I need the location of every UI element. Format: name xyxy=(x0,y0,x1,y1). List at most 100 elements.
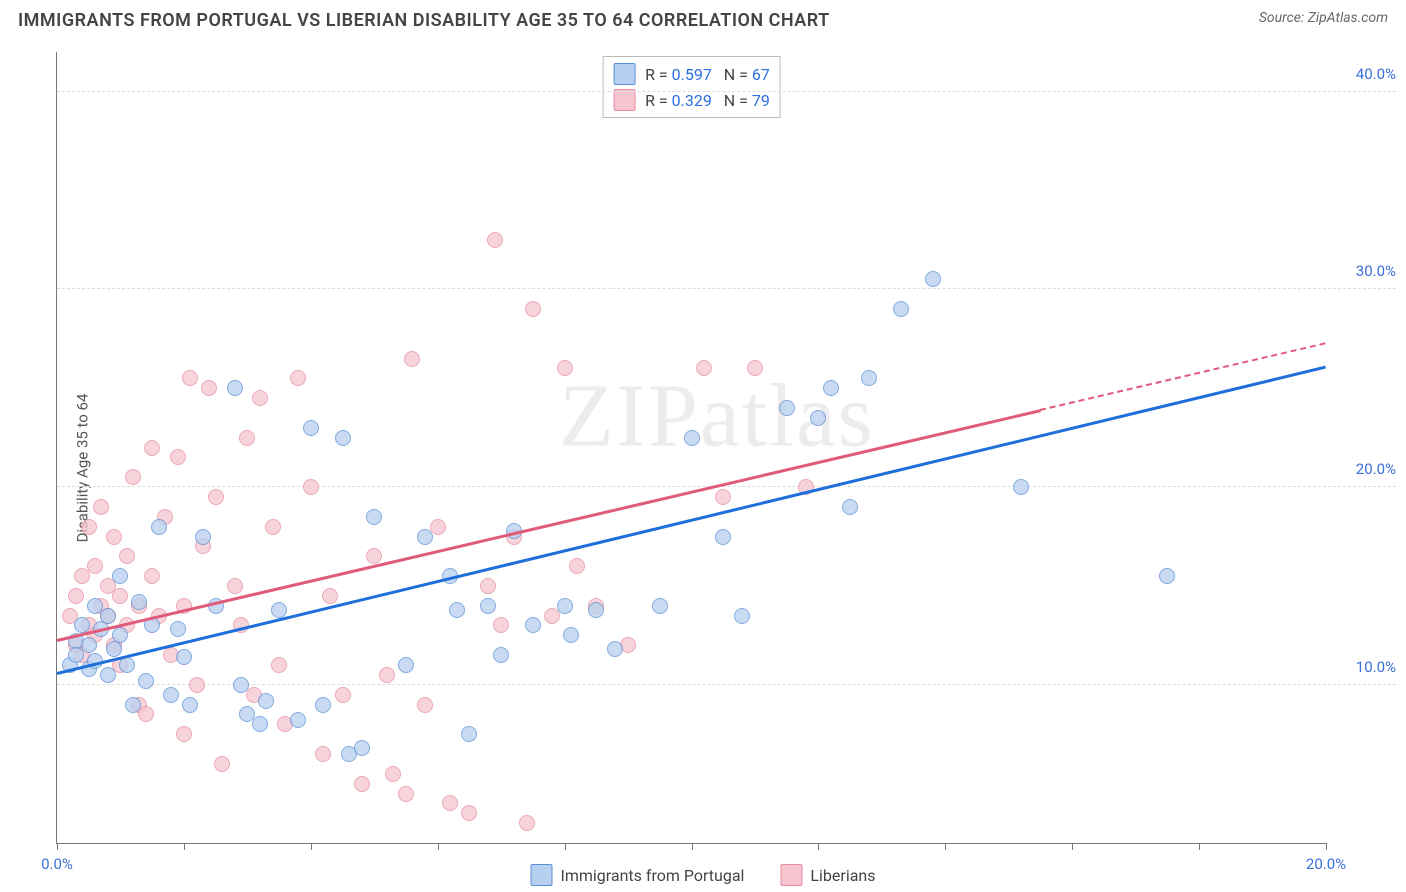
scatter-point xyxy=(493,647,509,663)
scatter-point xyxy=(170,621,186,637)
y-tick-label: 10.0% xyxy=(1336,658,1396,676)
scatter-point xyxy=(525,617,541,633)
scatter-point xyxy=(810,410,826,426)
x-tick xyxy=(438,843,439,850)
scatter-point xyxy=(335,430,351,446)
scatter-point xyxy=(861,370,877,386)
scatter-point xyxy=(734,608,750,624)
x-tick-label: 0.0% xyxy=(41,855,73,873)
scatter-point xyxy=(607,641,623,657)
scatter-point xyxy=(398,786,414,802)
x-tick xyxy=(1072,843,1073,850)
scatter-point xyxy=(112,627,128,643)
stats-text: R = 0.597 N = 67 xyxy=(645,65,770,84)
scatter-point xyxy=(842,499,858,515)
scatter-point xyxy=(493,617,509,633)
chart-title: IMMIGRANTS FROM PORTUGAL VS LIBERIAN DIS… xyxy=(18,10,830,31)
x-tick-label: 20.0% xyxy=(1306,855,1346,873)
scatter-point xyxy=(779,400,795,416)
scatter-point xyxy=(106,529,122,545)
scatter-point xyxy=(106,641,122,657)
x-tick xyxy=(818,843,819,850)
scatter-point xyxy=(480,598,496,614)
scatter-point xyxy=(144,568,160,584)
scatter-point xyxy=(461,805,477,821)
stats-legend-row: R = 0.597 N = 67 xyxy=(613,61,770,87)
scatter-point xyxy=(208,489,224,505)
scatter-point xyxy=(557,598,573,614)
scatter-point xyxy=(239,430,255,446)
scatter-point xyxy=(354,776,370,792)
scatter-point xyxy=(163,687,179,703)
scatter-point xyxy=(487,232,503,248)
scatter-point xyxy=(151,519,167,535)
y-tick-label: 20.0% xyxy=(1336,460,1396,478)
scatter-point xyxy=(271,657,287,673)
scatter-point xyxy=(68,588,84,604)
scatter-point xyxy=(588,602,604,618)
scatter-point xyxy=(258,693,274,709)
legend-swatch xyxy=(530,864,552,886)
scatter-point xyxy=(823,380,839,396)
scatter-point xyxy=(214,756,230,772)
legend-swatch xyxy=(613,63,635,85)
scatter-point xyxy=(227,578,243,594)
scatter-point xyxy=(652,598,668,614)
gridline xyxy=(57,91,1396,92)
scatter-point xyxy=(303,420,319,436)
scatter-point xyxy=(119,548,135,564)
scatter-point xyxy=(112,588,128,604)
scatter-point xyxy=(747,360,763,376)
legend-swatch xyxy=(780,864,802,886)
scatter-point xyxy=(366,509,382,525)
scatter-point xyxy=(233,677,249,693)
scatter-point xyxy=(404,351,420,367)
scatter-point xyxy=(315,697,331,713)
x-tick xyxy=(1326,843,1327,850)
scatter-point xyxy=(696,360,712,376)
scatter-point xyxy=(525,301,541,317)
bottom-legend: Immigrants from Portugal Liberians xyxy=(530,864,875,886)
scatter-point xyxy=(366,548,382,564)
scatter-point xyxy=(201,380,217,396)
source-prefix: Source: xyxy=(1259,10,1308,26)
scatter-point xyxy=(398,657,414,673)
gridline xyxy=(57,288,1396,289)
trend-line xyxy=(57,366,1327,675)
scatter-point xyxy=(100,608,116,624)
scatter-point xyxy=(112,568,128,584)
scatter-point xyxy=(715,529,731,545)
gridline xyxy=(57,684,1396,685)
scatter-point xyxy=(385,766,401,782)
bottom-legend-item: Immigrants from Portugal xyxy=(530,864,744,886)
scatter-point xyxy=(125,697,141,713)
scatter-point xyxy=(893,301,909,317)
scatter-point xyxy=(252,390,268,406)
scatter-point xyxy=(265,519,281,535)
scatter-point xyxy=(131,594,147,610)
scatter-point xyxy=(417,529,433,545)
scatter-point xyxy=(271,602,287,618)
bottom-legend-item: Liberians xyxy=(780,864,875,886)
scatter-point xyxy=(480,578,496,594)
scatter-point xyxy=(252,716,268,732)
scatter-point xyxy=(449,602,465,618)
scatter-point xyxy=(144,440,160,456)
x-tick xyxy=(565,843,566,850)
scatter-point xyxy=(290,370,306,386)
scatter-point xyxy=(461,726,477,742)
legend-swatch xyxy=(613,89,635,111)
trend-line xyxy=(57,409,1041,641)
scatter-point xyxy=(81,519,97,535)
scatter-point xyxy=(119,657,135,673)
scatter-point xyxy=(170,449,186,465)
scatter-point xyxy=(925,271,941,287)
scatter-point xyxy=(1159,568,1175,584)
stats-text: R = 0.329 N = 79 xyxy=(645,91,770,110)
x-tick xyxy=(1199,843,1200,850)
scatter-point xyxy=(417,697,433,713)
scatter-point xyxy=(290,712,306,728)
scatter-point xyxy=(519,815,535,831)
scatter-point xyxy=(303,479,319,495)
source-name: ZipAtlas.com xyxy=(1308,10,1388,26)
